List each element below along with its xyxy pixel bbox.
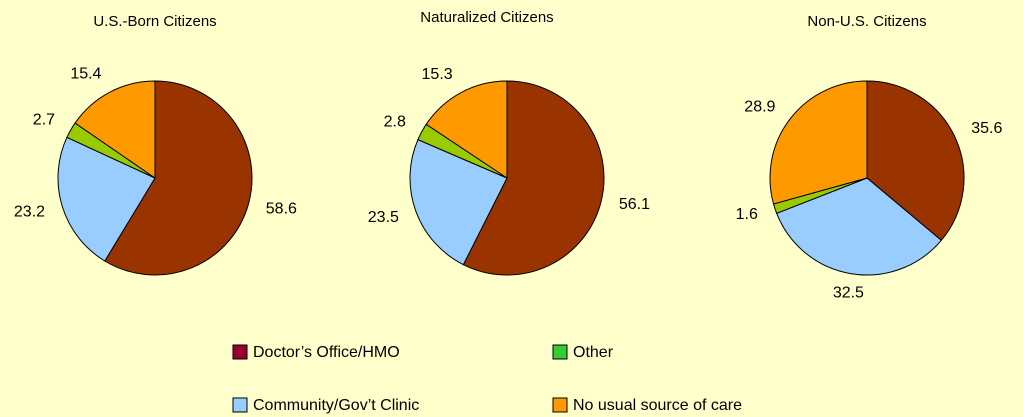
- pie-slice: [409, 138, 508, 266]
- chart-title: U.S.-Born Citizens: [93, 13, 216, 30]
- pie-slice: [425, 80, 508, 179]
- legend-label: Community/Gov’t Clinic: [253, 397, 419, 414]
- data-label: 35.6: [971, 120, 1002, 137]
- data-label: 15.4: [70, 66, 101, 83]
- data-label: 1.6: [736, 206, 758, 223]
- data-label: 15.3: [422, 66, 453, 83]
- legend-label: No usual source of care: [573, 397, 742, 414]
- data-label: 23.2: [14, 203, 45, 220]
- pie-slice: [74, 80, 156, 179]
- data-label: 23.5: [368, 209, 399, 226]
- data-label: 28.9: [744, 98, 775, 115]
- chart-title: Naturalized Citizens: [420, 9, 553, 26]
- pie-slice: [866, 80, 965, 242]
- legend-swatch: [232, 397, 248, 413]
- legend-label: Other: [573, 344, 614, 361]
- chart-title: Non-U.S. Citizens: [807, 13, 926, 30]
- data-label: 58.6: [266, 201, 297, 218]
- legend-swatch: [552, 397, 568, 413]
- data-label: 2.8: [384, 113, 406, 130]
- data-label: 56.1: [619, 196, 650, 213]
- pie-slice: [57, 136, 156, 262]
- pie-slice: [776, 177, 943, 276]
- pie-slice: [769, 80, 868, 205]
- data-label: 32.5: [833, 285, 864, 302]
- data-label: 2.7: [33, 111, 55, 128]
- legend-label: Doctor’s Office/HMO: [253, 344, 400, 361]
- legend-swatch: [552, 344, 568, 360]
- pie-slice: [104, 80, 253, 276]
- pie-slice: [462, 80, 605, 276]
- legend-swatch: [232, 344, 248, 360]
